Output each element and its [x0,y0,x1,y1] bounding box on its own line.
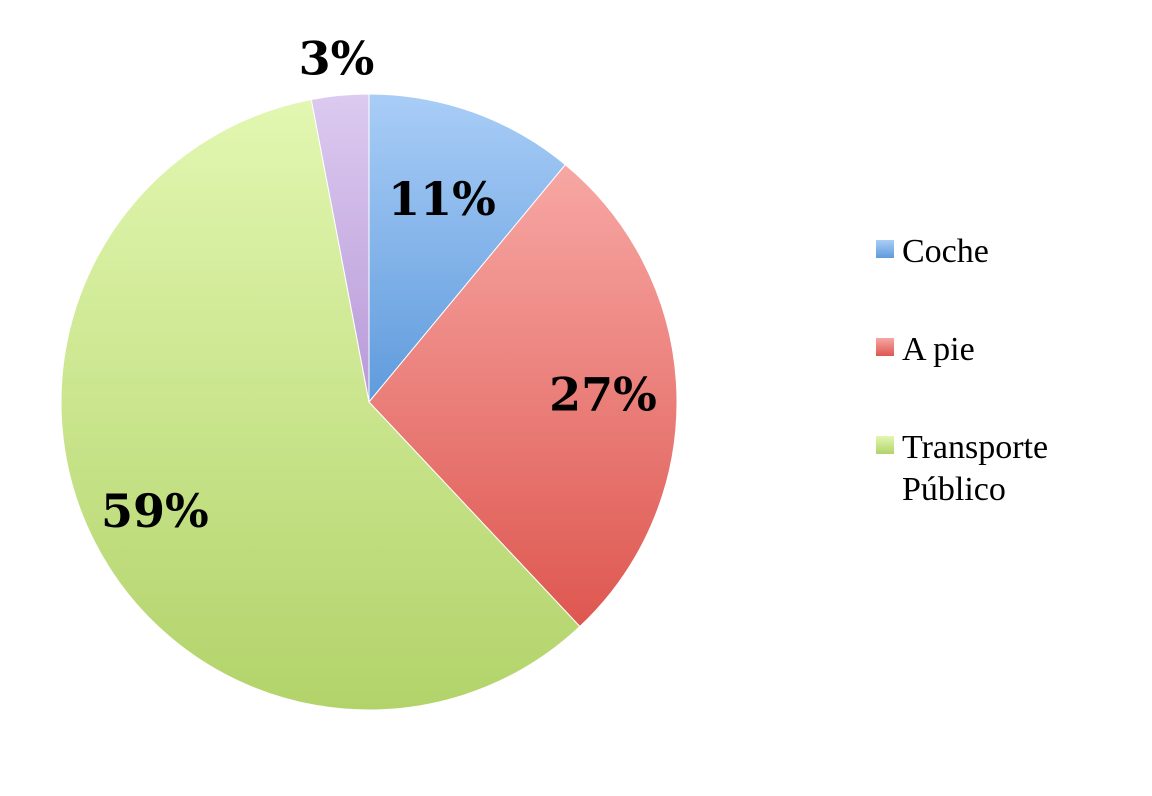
slice-value-label: 3% [299,32,375,86]
pie-slice [368,93,567,404]
slice-value-label: 27% [549,368,657,422]
slice-value-label: 11% [388,172,496,226]
legend-label: Coche [902,233,989,270]
pie-labels: 11% 27% 59% 3% [101,32,657,538]
pie-slice [60,98,581,711]
legend: Coche A pie Transporte Público [876,233,1048,508]
legend-swatch [876,338,894,356]
pie-slices [60,93,678,711]
slice-value-label: 59% [101,484,209,538]
legend-label: A pie [902,331,975,368]
legend-label: Transporte Público [902,429,1048,508]
legend-swatch [876,240,894,258]
pie-slice [368,163,678,628]
legend-swatch [876,436,894,454]
pie-slice [310,93,370,403]
